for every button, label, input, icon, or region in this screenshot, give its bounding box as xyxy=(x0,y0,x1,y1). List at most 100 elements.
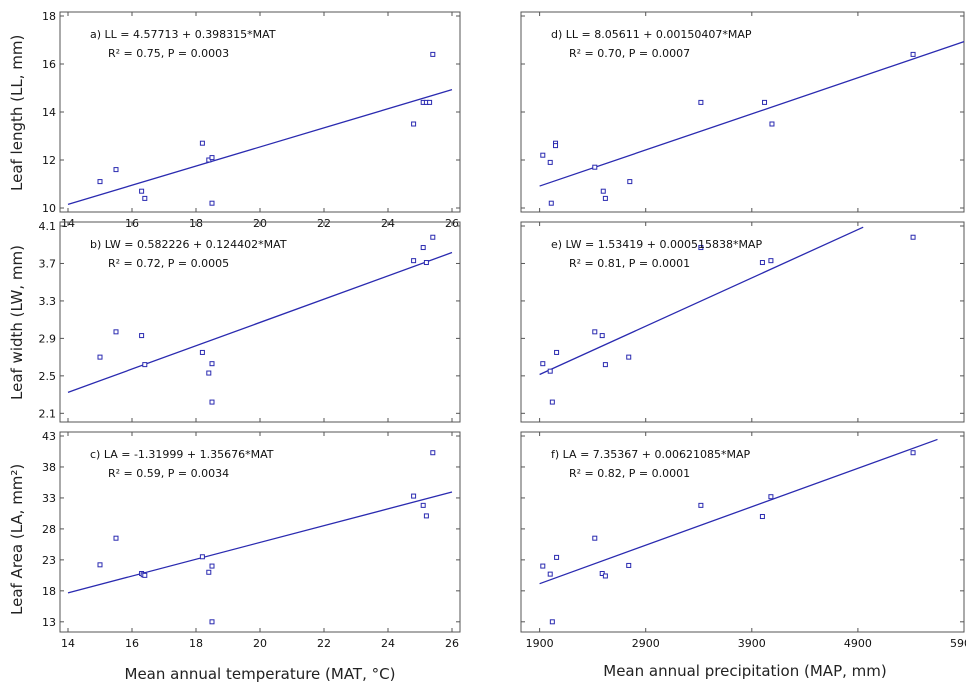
panel-c-point xyxy=(411,493,417,499)
panel-b-point xyxy=(430,234,436,240)
ylabel-row-3: Leaf Area (LA, mm²) xyxy=(8,463,26,615)
panel-c-ytick-label: 23 xyxy=(42,554,56,567)
panel-c-point xyxy=(199,554,205,560)
panel-f-point xyxy=(910,450,916,456)
panel-d-point xyxy=(540,152,546,158)
panel-c-equation: c) LA = -1.31999 + 1.35676*MAT xyxy=(90,448,274,461)
panel-c-point xyxy=(420,502,426,508)
panel-d-fit-line xyxy=(539,41,965,187)
panel-c-frame xyxy=(59,431,461,633)
panel-a-point xyxy=(139,188,145,194)
panel-b-point xyxy=(411,258,417,264)
panel-f-stats: R² = 0.82, P = 0.0001 xyxy=(569,467,690,480)
panel-c-stats: R² = 0.59, P = 0.0034 xyxy=(108,467,229,480)
panel-a-point xyxy=(209,200,215,206)
panel-b-ytick-label: 2.9 xyxy=(39,332,57,345)
panel-f-xtick-label: 1900 xyxy=(526,637,554,650)
panel-e-point xyxy=(768,258,774,264)
panel-b-point xyxy=(113,329,119,335)
panel-f-xtick-label: 3900 xyxy=(738,637,766,650)
panel-b-ytick-label: 3.7 xyxy=(39,257,57,270)
panel-c-point xyxy=(209,563,215,569)
panel-c-xtick-label: 14 xyxy=(61,637,75,650)
panel-f-equation: f) LA = 7.35367 + 0.00621085*MAP xyxy=(551,448,750,461)
panel-e-point xyxy=(626,354,632,360)
panel-d-point xyxy=(627,179,633,185)
panel-e-point xyxy=(592,329,598,335)
panel-c-xtick-label: 24 xyxy=(381,637,395,650)
panel-c-point xyxy=(430,450,436,456)
panel-e-point xyxy=(759,260,765,266)
panel-c-point xyxy=(209,619,215,625)
panel-b-point xyxy=(199,349,205,355)
panel-c-fit-line xyxy=(67,491,453,594)
panel-e-point xyxy=(554,349,560,355)
panel-e-point xyxy=(698,245,704,251)
panel-a-point xyxy=(97,179,103,185)
panel-a-stats: R² = 0.75, P = 0.0003 xyxy=(108,47,229,60)
panel-f-point xyxy=(759,514,765,520)
panel-d-point xyxy=(553,143,559,149)
panel-f-point xyxy=(540,563,546,569)
panel-e-point xyxy=(910,234,916,240)
panel-f-point xyxy=(602,573,608,579)
panel-a-ytick-label: 18 xyxy=(42,10,56,23)
panel-e-point xyxy=(547,368,553,374)
panel-e-point xyxy=(540,361,546,367)
panel-f-fit-line xyxy=(539,438,938,585)
panel-e-frame xyxy=(520,221,965,423)
panel-c-ytick-label: 43 xyxy=(42,430,56,443)
panel-b-fit-line xyxy=(67,251,453,393)
panel-b-point xyxy=(206,370,212,376)
panel-d-equation: d) LL = 8.05611 + 0.00150407*MAP xyxy=(551,28,752,41)
panel-d-stats: R² = 0.70, P = 0.0007 xyxy=(569,47,690,60)
panel-d-point xyxy=(762,99,768,105)
panel-f-point xyxy=(626,562,632,568)
panel-e-stats: R² = 0.81, P = 0.0001 xyxy=(569,257,690,270)
panel-a-frame xyxy=(59,11,461,213)
panel-b-point xyxy=(209,399,215,405)
panel-c-point xyxy=(97,562,103,568)
panel-b-ytick-label: 4.1 xyxy=(39,220,57,233)
panel-d-point xyxy=(910,51,916,57)
panel-a-point xyxy=(209,155,215,161)
panel-a-point xyxy=(430,51,436,57)
panel-c-point xyxy=(206,569,212,575)
panel-d-point xyxy=(769,121,775,127)
panel-d-frame xyxy=(520,11,965,213)
panel-c-ytick-label: 13 xyxy=(42,616,56,629)
panel-a-point xyxy=(142,195,148,201)
panel-c-ytick-label: 18 xyxy=(42,585,56,598)
panel-d-point xyxy=(548,200,554,206)
panel-a-point xyxy=(411,121,417,127)
panel-b-point xyxy=(420,245,426,251)
panel-d-point xyxy=(547,159,553,165)
panel-c-xtick-label: 16 xyxy=(125,637,139,650)
panel-c-point xyxy=(423,513,429,519)
panel-f-frame xyxy=(520,431,965,633)
panel-c-xtick-label: 20 xyxy=(253,637,267,650)
panel-f-xtick-label: 4900 xyxy=(844,637,872,650)
panel-a-ytick-label: 10 xyxy=(42,202,56,215)
panel-f-point xyxy=(768,494,774,500)
panel-b-point xyxy=(139,333,145,339)
panel-a-ytick-label: 12 xyxy=(42,154,56,167)
panel-f-xtick-label: 2900 xyxy=(632,637,660,650)
panel-d-point xyxy=(600,188,606,194)
panel-b-stats: R² = 0.72, P = 0.0005 xyxy=(108,257,229,270)
panel-a-point xyxy=(113,167,119,173)
panel-b-point xyxy=(423,260,429,266)
panel-c-point xyxy=(142,572,148,578)
panel-c-xtick-label: 18 xyxy=(189,637,203,650)
panel-f-xtick-label: 5900 xyxy=(950,637,966,650)
panel-b-ytick-label: 2.1 xyxy=(39,407,57,420)
panel-b-equation: b) LW = 0.582226 + 0.124402*MAT xyxy=(90,238,287,251)
panel-a-fit-line xyxy=(67,88,453,205)
panel-c-point xyxy=(113,535,119,541)
panel-f-point xyxy=(547,571,553,577)
panel-b-point xyxy=(209,361,215,367)
panel-c-ytick-label: 28 xyxy=(42,523,56,536)
panel-c-ytick-label: 33 xyxy=(42,492,56,505)
panel-e-point xyxy=(599,333,605,339)
ylabel-row-1: Leaf length (LL, mm) xyxy=(8,34,26,191)
